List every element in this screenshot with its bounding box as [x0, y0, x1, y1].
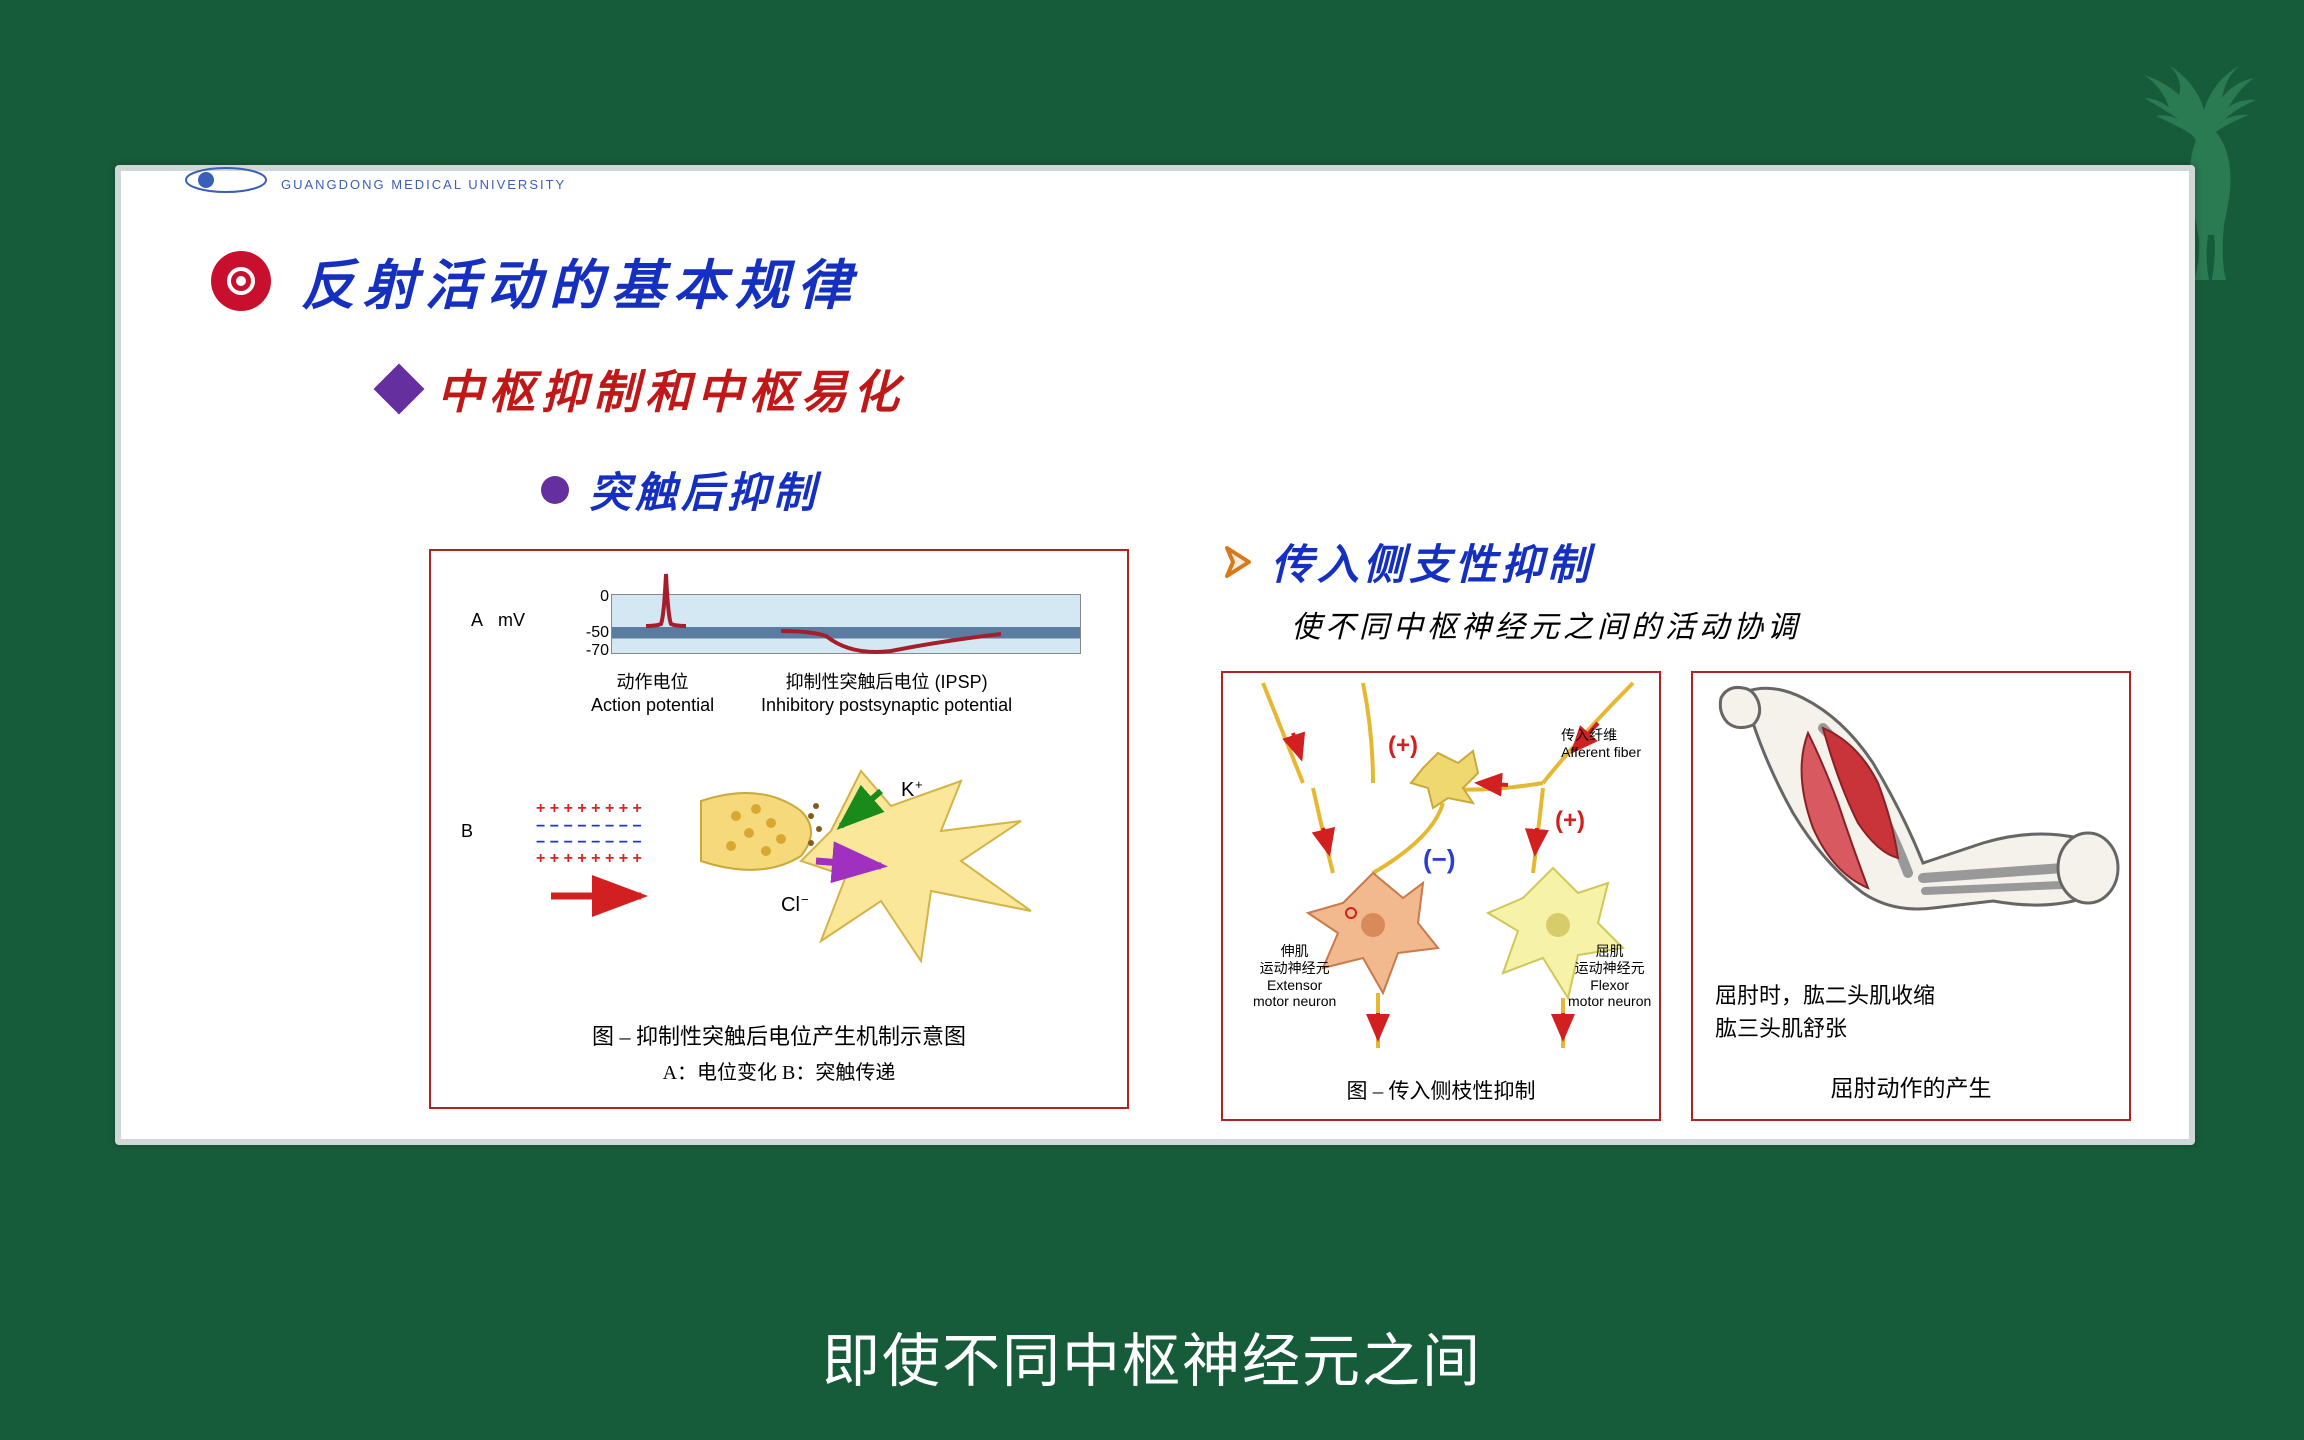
row-b-label: B: [461, 821, 473, 842]
svg-text:(+): (+): [1388, 732, 1418, 759]
action-potential-spike-icon: [641, 566, 691, 636]
chevron-right-icon: [1221, 544, 1257, 580]
arm-caption-bottom: 屈肘动作的产生: [1693, 1069, 2129, 1103]
row-a-label: A mV: [471, 610, 525, 631]
arm-caption-lines: 屈肘时，肱二头肌收缩 肱三头肌舒张: [1715, 979, 1935, 1045]
title-bullet-icon: [211, 251, 271, 311]
university-label: GUANGDONG MEDICAL UNIVERSITY: [281, 177, 566, 192]
subtitle-row: 中枢抑制和中枢易化: [381, 356, 905, 422]
svg-text:+ + + + + + + +: + + + + + + + +: [536, 800, 642, 817]
ipsp-mechanism-diagram: A mV 0 -50 -70 动作电位 Action potential 抑制性…: [429, 549, 1129, 1109]
subsubtitle-row: 突触后抑制: [541, 459, 819, 520]
svg-text:(−): (−): [1423, 844, 1456, 874]
subtitle: 中枢抑制和中枢易化: [437, 356, 905, 422]
y-tick-70: -70: [581, 642, 609, 660]
right-heading-row: 传入侧支性抑制: [1221, 531, 2161, 592]
arm-svg: [1693, 673, 2133, 983]
svg-text:− − − − − − − −: − − − − − − − −: [536, 818, 642, 835]
ipsp-dip-icon: [781, 626, 1001, 666]
potential-waveform-area: A mV 0 -50 -70: [471, 576, 1091, 666]
left-diagram-caption-2: A：电位变化 B：突触传递: [431, 1056, 1127, 1085]
action-potential-label: 动作电位 Action potential: [591, 671, 714, 718]
university-logo-icon: [181, 165, 271, 195]
ipsp-label: 抑制性突触后电位 (IPSP) Inhibitory postsynaptic …: [761, 671, 1012, 718]
subsubtitle: 突触后抑制: [589, 459, 819, 520]
diamond-bullet-icon: [374, 364, 425, 415]
afferent-label: 传入纤维 Afferent fiber: [1561, 727, 1641, 761]
svg-text:− − − − − − − −: − − − − − − − −: [536, 834, 642, 851]
svg-text:Cl: Cl: [781, 894, 800, 916]
right-section: 传入侧支性抑制 使不同中枢神经元之间的活动协调: [1221, 531, 2161, 666]
left-diagram-caption-1: 图 – 抑制性突触后电位产生机制示意图: [431, 1019, 1127, 1051]
svg-text:K: K: [901, 779, 915, 801]
y-tick-50: -50: [581, 624, 609, 642]
svg-text:+ + + + + + + +: + + + + + + + +: [536, 850, 642, 867]
arm-flexion-diagram: 屈肘时，肱二头肌收缩 肱三头肌舒张 屈肘动作的产生: [1691, 671, 2131, 1121]
slide-frame: GUANGDONG MEDICAL UNIVERSITY 反射活动的基本规律 中…: [115, 165, 2195, 1145]
synapse-illustration: B + + + + + + + + − − − − − − − − − − − …: [461, 761, 1101, 981]
svg-text:(+): (+): [1555, 807, 1585, 834]
circle-bullet-icon: [541, 476, 569, 504]
title-row: 反射活动的基本规律: [211, 241, 859, 320]
video-subtitle: 即使不同中枢神经元之间: [0, 1314, 2304, 1398]
flexor-label: 屈肌 运动神经元 Flexor motor neuron: [1568, 943, 1651, 1010]
mid-diagram-caption: 图 – 传入侧枝性抑制: [1223, 1075, 1659, 1105]
page-title: 反射活动的基本规律: [301, 241, 859, 320]
extensor-label: 伸肌 运动神经元 Extensor motor neuron: [1253, 943, 1336, 1010]
svg-text:+: +: [915, 777, 923, 792]
synapse-svg: + + + + + + + + − − − − − − − − − − − − …: [461, 761, 1101, 981]
right-description: 使不同中枢神经元之间的活动协调: [1291, 602, 2161, 646]
y-tick-0: 0: [581, 588, 609, 606]
afferent-collateral-diagram: (+) (+) (−) 伸肌 运动神经元 Extensor motor neur…: [1221, 671, 1661, 1121]
svg-text:−: −: [801, 892, 809, 907]
right-heading: 传入侧支性抑制: [1271, 531, 1593, 592]
